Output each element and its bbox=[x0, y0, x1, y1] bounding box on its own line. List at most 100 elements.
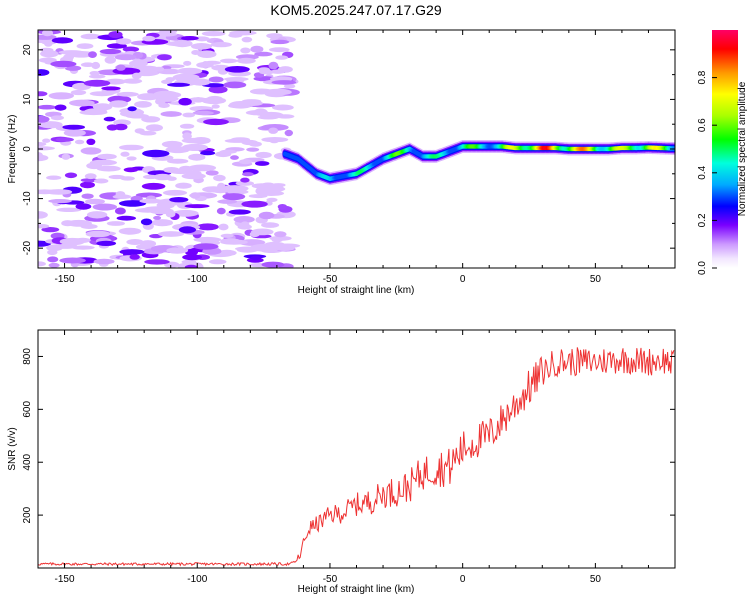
noise-blob bbox=[144, 259, 170, 265]
noise-blob bbox=[179, 165, 193, 172]
noise-blob bbox=[172, 73, 200, 82]
noise-blob bbox=[106, 221, 125, 226]
noise-blob bbox=[129, 60, 148, 67]
noise-blob bbox=[63, 129, 86, 137]
noise-blob bbox=[50, 60, 77, 68]
noise-blob bbox=[116, 64, 126, 71]
y-tick-label: 800 bbox=[22, 348, 33, 365]
noise-blob bbox=[205, 170, 219, 176]
noise-blob bbox=[103, 116, 116, 122]
noise-blob bbox=[54, 104, 67, 111]
noise-blob bbox=[38, 115, 50, 123]
noise-blob bbox=[134, 101, 152, 108]
noise-blob bbox=[118, 227, 142, 235]
noise-blob bbox=[240, 221, 250, 228]
noise-blob bbox=[242, 172, 254, 177]
noise-blob bbox=[86, 138, 96, 145]
noise-blob bbox=[158, 231, 184, 237]
noise-blob bbox=[206, 95, 223, 102]
noise-blob bbox=[179, 123, 195, 129]
noise-blob bbox=[182, 132, 192, 140]
noise-blob bbox=[241, 200, 268, 208]
noise-blob bbox=[38, 121, 63, 129]
noise-blob bbox=[126, 156, 137, 161]
noise-blob bbox=[59, 257, 86, 264]
snr-x-axis-label: Height of straight line (km) bbox=[298, 584, 415, 595]
noise-blob bbox=[228, 209, 251, 215]
snr-panel: -150 -100 -50 0 50 200 400 600 800 Height of str… bbox=[7, 329, 676, 595]
noise-blob bbox=[101, 86, 121, 91]
noise-blob bbox=[51, 37, 74, 44]
snr-plot-area bbox=[38, 347, 675, 567]
noise-blob bbox=[166, 247, 189, 254]
noise-blob bbox=[221, 185, 249, 192]
noise-blob bbox=[80, 181, 95, 189]
noise-blob bbox=[190, 43, 213, 50]
noise-blob bbox=[38, 211, 48, 219]
noise-blob bbox=[120, 151, 130, 157]
x-tick-label: -150 bbox=[55, 274, 75, 285]
noise-blob bbox=[165, 77, 176, 82]
noise-blob bbox=[108, 174, 126, 180]
noise-blob bbox=[96, 240, 117, 246]
noise-blob bbox=[116, 215, 136, 221]
noise-blob bbox=[264, 88, 292, 96]
noise-blob bbox=[141, 116, 161, 123]
noise-blob bbox=[246, 147, 260, 152]
noise-blob bbox=[38, 34, 57, 40]
noise-blob bbox=[235, 180, 254, 186]
noise-blob bbox=[216, 207, 226, 215]
noise-blob bbox=[269, 47, 290, 53]
noise-blob bbox=[178, 97, 192, 106]
snr-axes: -150 -100 -50 0 50 200 400 600 800 bbox=[22, 330, 676, 585]
noise-blob bbox=[268, 61, 279, 70]
noise-blob bbox=[167, 158, 189, 164]
noise-blob bbox=[39, 47, 54, 53]
noise-blob bbox=[249, 231, 260, 238]
colorbar-label: Normalized spectral amplitude bbox=[737, 81, 748, 216]
noise-blob bbox=[115, 191, 126, 198]
noise-blob bbox=[126, 239, 144, 245]
noise-blob bbox=[277, 204, 288, 210]
noise-blob bbox=[118, 200, 147, 207]
noise-blob bbox=[203, 118, 229, 126]
noise-blob bbox=[255, 151, 272, 159]
noise-blob bbox=[46, 175, 62, 180]
noise-blob bbox=[97, 153, 117, 160]
x-tick-label: -150 bbox=[55, 574, 75, 585]
y-tick-label: 10 bbox=[22, 93, 33, 105]
colorbar-tick-label: 0.0 bbox=[697, 261, 708, 275]
noise-blob bbox=[86, 211, 108, 219]
noise-blob bbox=[116, 91, 139, 97]
noise-blob bbox=[183, 60, 192, 66]
spectrogram-plot-area bbox=[38, 30, 675, 268]
noise-blob bbox=[38, 146, 55, 151]
noise-blob bbox=[153, 90, 179, 99]
y-tick-label: 20 bbox=[22, 44, 33, 56]
noise-blob bbox=[84, 173, 97, 180]
noise-blob bbox=[197, 50, 217, 58]
noise-blob bbox=[215, 151, 232, 158]
x-tick-label: -100 bbox=[187, 574, 207, 585]
noise-blob bbox=[96, 165, 121, 172]
noise-blob bbox=[122, 46, 140, 53]
noise-blob bbox=[135, 192, 162, 198]
noise-blob bbox=[92, 203, 118, 211]
noise-blob bbox=[99, 48, 122, 55]
noise-blob bbox=[193, 243, 219, 250]
x-tick-label: -50 bbox=[323, 274, 338, 285]
noise-blob bbox=[268, 127, 279, 134]
noise-blob bbox=[185, 248, 198, 256]
noise-blob bbox=[169, 197, 189, 203]
noise-blob bbox=[88, 51, 97, 58]
noise-blob bbox=[188, 97, 208, 103]
noise-blob bbox=[161, 140, 183, 148]
noise-blob bbox=[151, 219, 173, 227]
colorbar-tick-label: 0.6 bbox=[697, 118, 708, 132]
colorbar: 0.0 0.2 0.4 0.6 0.8 Normalized spectral ampl… bbox=[697, 30, 748, 275]
noise-blob bbox=[42, 138, 51, 143]
noise-blob bbox=[248, 194, 268, 199]
noise-blob bbox=[230, 155, 239, 160]
